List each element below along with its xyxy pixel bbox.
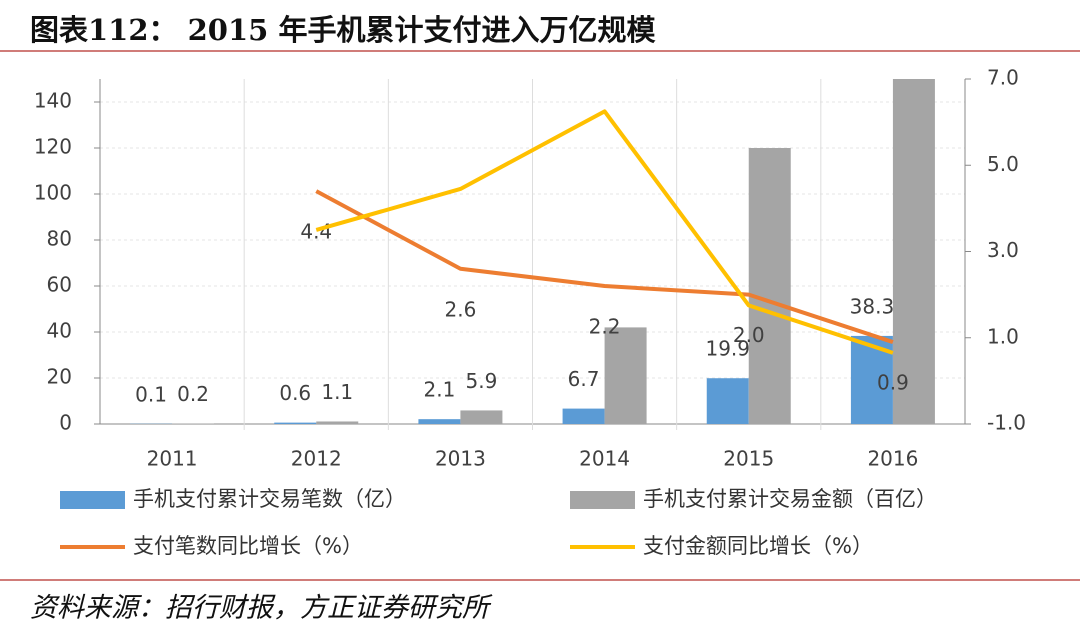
data-label: 0.9 xyxy=(877,371,909,395)
data-label: 2.0 xyxy=(733,323,765,347)
legend-swatch xyxy=(570,491,635,509)
x-tick-label: 2015 xyxy=(723,447,774,471)
chart-title: 图表112： 2015 年手机累计支付进入万亿规模 xyxy=(30,13,656,47)
data-label: 4.4 xyxy=(300,220,332,244)
x-tick-label: 2016 xyxy=(867,447,918,471)
data-label: 0.2 xyxy=(177,382,209,406)
x-tick-label: 2012 xyxy=(291,447,342,471)
y-tick-label: 0 xyxy=(59,411,72,435)
y-tick-label: 20 xyxy=(47,365,72,389)
y-tick-label: 100 xyxy=(34,181,72,205)
bar xyxy=(749,148,791,424)
data-label: 5.9 xyxy=(466,369,498,393)
data-label: 6.7 xyxy=(568,367,600,391)
y2-tick-label: 5.0 xyxy=(987,152,1019,176)
legend-label: 手机支付累计交易金额（百亿） xyxy=(643,487,937,511)
legend-label: 支付笔数同比增长（%） xyxy=(133,534,363,558)
data-label: 0.6 xyxy=(279,381,311,405)
data-label: 0.1 xyxy=(135,382,167,406)
legend-label: 支付金额同比增长（%） xyxy=(643,534,873,558)
source: 资料来源：招行财报，方正证券研究所 xyxy=(30,593,493,624)
data-label: 1.1 xyxy=(321,380,353,404)
bar xyxy=(605,327,647,424)
x-tick-label: 2011 xyxy=(147,447,198,471)
y-tick-label: 60 xyxy=(47,273,72,297)
bar xyxy=(316,421,358,424)
data-label: 2.2 xyxy=(589,315,621,339)
bar xyxy=(274,423,316,424)
data-label: 2.6 xyxy=(445,297,477,321)
y-tick-label: 140 xyxy=(34,89,72,113)
bar xyxy=(460,410,502,424)
y2-tick-label: 3.0 xyxy=(987,238,1019,262)
y2-tick-label: 1.0 xyxy=(987,324,1019,348)
x-tick-label: 2014 xyxy=(579,447,630,471)
data-label: 38.3 xyxy=(850,294,895,318)
y2-tick-label: -1.0 xyxy=(987,411,1026,435)
bar xyxy=(707,378,749,424)
legend-swatch xyxy=(60,491,125,509)
y-tick-label: 40 xyxy=(47,319,72,343)
data-label: 2.1 xyxy=(424,378,456,402)
y2-tick-label: 7.0 xyxy=(987,66,1019,90)
y-tick-label: 120 xyxy=(34,135,72,159)
bar xyxy=(418,419,460,424)
bar xyxy=(563,409,605,424)
y-tick-label: 80 xyxy=(47,227,72,251)
x-tick-label: 2013 xyxy=(435,447,486,471)
legend-label: 手机支付累计交易笔数（亿） xyxy=(133,487,406,511)
